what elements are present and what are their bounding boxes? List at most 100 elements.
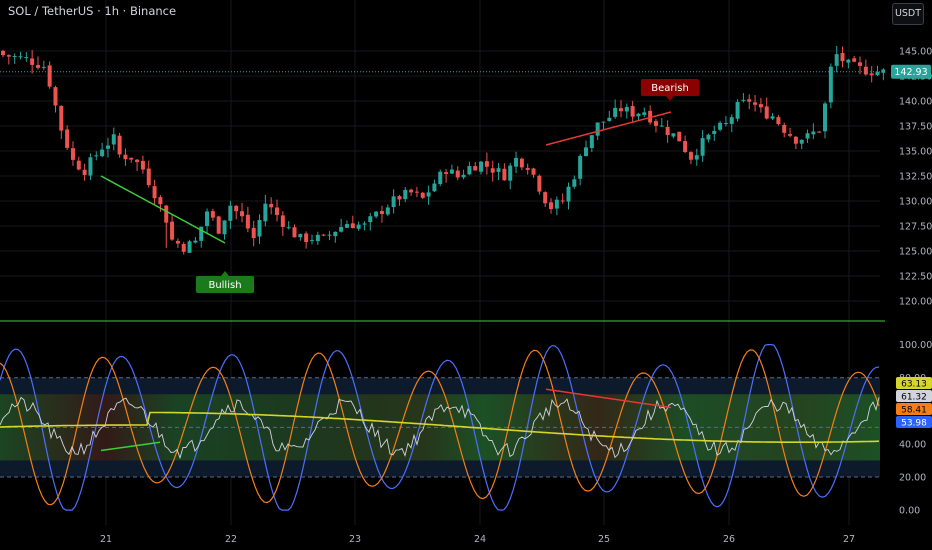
candle [788, 127, 793, 138]
candle [105, 137, 110, 158]
indicator-axis-tick: 0.00 [899, 506, 920, 517]
candle [123, 148, 128, 166]
candle [852, 55, 857, 63]
candle-body [706, 134, 711, 140]
candle [671, 133, 676, 139]
price-axis-tick: 137.50 [899, 122, 932, 133]
candle [502, 163, 507, 181]
last-price-marker [891, 64, 931, 79]
candle [175, 238, 180, 248]
candle-body [741, 99, 746, 101]
candle [601, 121, 606, 130]
bullish-label-box [195, 276, 255, 293]
candle-body [379, 210, 384, 215]
price-axis-tick: 125.00 [899, 247, 932, 258]
candle [811, 123, 816, 140]
candle-body [158, 197, 163, 205]
candle [426, 185, 431, 205]
candle [683, 135, 688, 154]
bearish-label-text: Bearish [651, 83, 689, 94]
price-axis-tick: 122.50 [899, 272, 932, 283]
symbol-title[interactable]: SOL / TetherUS · 1h · Binance [8, 4, 177, 18]
candle-body [315, 234, 320, 242]
candle-body [123, 154, 128, 160]
candle-body [228, 205, 233, 221]
candle-body [595, 122, 600, 136]
price-axis-tick: 132.50 [899, 172, 932, 183]
candle-body [53, 87, 58, 106]
candle-body [76, 160, 81, 170]
time-axis: 21 22 23 24 25 26 27 [100, 534, 855, 545]
candle [298, 233, 303, 241]
candle-body [210, 211, 215, 218]
rsi-line [0, 396, 880, 460]
candle-body [374, 211, 379, 217]
candle [35, 56, 40, 70]
candle [618, 100, 623, 118]
candle [47, 61, 52, 89]
candle-body [41, 66, 46, 68]
candle [694, 148, 699, 166]
candle [18, 51, 23, 60]
candle [374, 210, 379, 219]
candle-body [170, 221, 175, 240]
bearish-label: Bearish [640, 79, 700, 101]
candle [653, 118, 658, 133]
candle-body [700, 138, 705, 156]
candle-body [578, 155, 583, 179]
candle-body [1, 50, 5, 56]
candle [438, 169, 443, 187]
candle-body [484, 161, 489, 167]
candle-body [782, 125, 787, 133]
candle [881, 68, 886, 81]
candle [12, 53, 17, 64]
candle [205, 208, 210, 235]
price-axis-tick: 145.00 [899, 47, 932, 58]
candle [537, 174, 542, 195]
candle [356, 221, 361, 231]
stoch-k-line [0, 344, 880, 511]
axis-background [885, 0, 932, 550]
candle-body [240, 211, 245, 217]
candle [496, 163, 501, 181]
candle-body [584, 147, 588, 157]
time-axis-tick: 21 [100, 534, 112, 545]
candle [828, 63, 833, 109]
candle-body [823, 103, 828, 132]
candle-body [269, 203, 274, 208]
candle [589, 135, 594, 153]
bullish-label: Bullish [195, 271, 255, 293]
candle-body [6, 55, 11, 57]
candle [309, 234, 314, 245]
candle-body [537, 175, 542, 192]
candle [53, 85, 58, 113]
currency-button[interactable]: USDT [892, 3, 924, 25]
candle-body [339, 226, 344, 232]
candle [432, 179, 437, 193]
time-axis-tick: 22 [225, 534, 237, 545]
candle [549, 198, 554, 214]
candle [805, 129, 810, 144]
candle [292, 224, 297, 238]
candle-body [718, 122, 723, 130]
candle [344, 220, 349, 229]
candle-body [251, 227, 256, 239]
candle [362, 221, 367, 231]
candle [280, 211, 285, 236]
candle [269, 197, 274, 215]
time-axis-tick: 24 [474, 534, 486, 545]
candle [758, 97, 763, 113]
candle [146, 160, 151, 188]
bullish-label-text: Bullish [208, 280, 241, 291]
candle [327, 231, 332, 241]
candle-body [146, 168, 151, 186]
candle-body [175, 240, 180, 244]
candle [735, 99, 740, 122]
candle-body [694, 155, 699, 160]
candle-body [426, 192, 431, 197]
candle [799, 139, 804, 150]
candle-body [788, 134, 793, 136]
candle [339, 218, 344, 233]
candle [613, 99, 618, 119]
